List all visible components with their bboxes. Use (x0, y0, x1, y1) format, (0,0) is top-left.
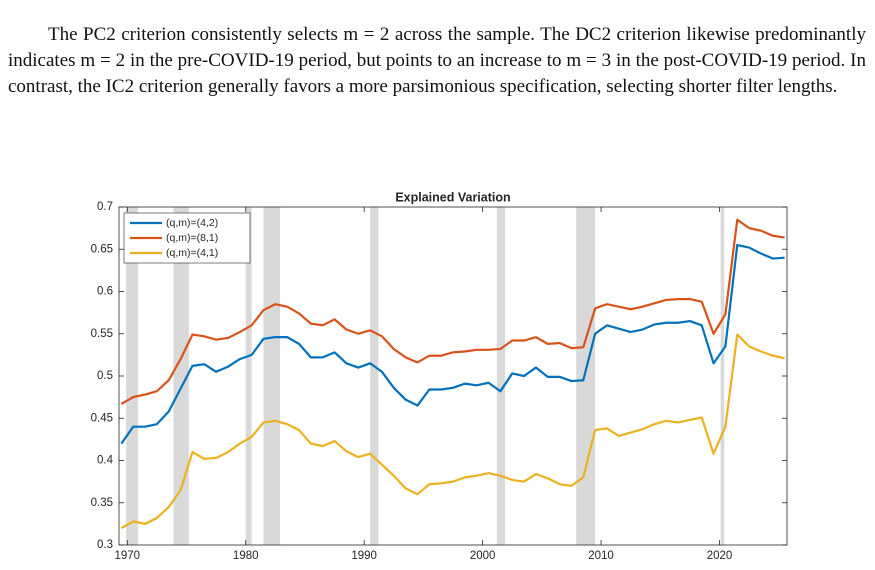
shaded-period (720, 207, 725, 545)
y-tick-label: 0.7 (97, 201, 113, 213)
series-line (120, 243, 785, 445)
y-tick-label: 0.5 (97, 370, 113, 382)
x-tick-label: 1990 (351, 550, 377, 562)
y-tick-label: 0.45 (91, 412, 113, 424)
shaded-period (496, 207, 506, 545)
x-tick-label: 2020 (707, 550, 733, 562)
shaded-period (263, 207, 281, 545)
y-tick-label: 0.35 (91, 497, 113, 509)
shaded-period (576, 207, 596, 545)
y-tick-label: 0.6 (97, 286, 113, 298)
paragraph: The PC2 criterion consistently selects m… (8, 24, 866, 97)
legend-label: (q,m)=(4,2) (166, 217, 218, 229)
legend-label: (q,m)=(4,1) (166, 247, 218, 259)
series-line (120, 333, 785, 530)
y-tick-label: 0.3 (97, 539, 113, 551)
y-tick-label: 0.65 (91, 243, 113, 255)
x-tick-label: 2000 (470, 550, 496, 562)
shaded-period (173, 207, 189, 545)
shaded-period (245, 207, 252, 545)
y-tick-label: 0.4 (97, 455, 114, 467)
x-tick-label: 2010 (588, 550, 614, 562)
y-tick-label: 0.55 (91, 328, 113, 340)
chart-title: Explained Variation (395, 190, 510, 204)
legend-label: (q,m)=(8,1) (166, 232, 218, 244)
series-line (120, 218, 785, 405)
x-tick-label: 1980 (233, 550, 259, 562)
shaded-period (126, 207, 138, 545)
shaded-period (370, 207, 379, 545)
x-tick-label: 1970 (114, 550, 140, 562)
